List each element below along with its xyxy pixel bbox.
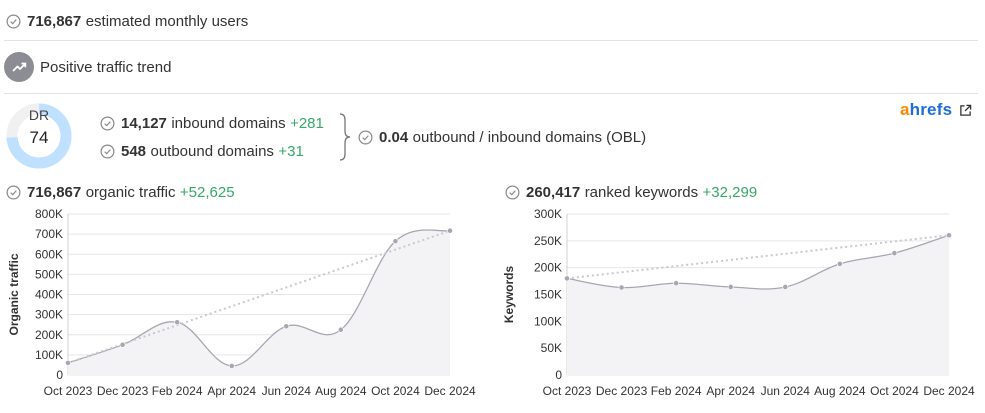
data-point[interactable] bbox=[673, 280, 680, 287]
organic-traffic-row: 716,867 organic traffic +52,625 bbox=[6, 183, 235, 201]
divider bbox=[4, 93, 978, 94]
obl-row: 0.04 outbound / inbound domains (OBL) bbox=[358, 128, 646, 146]
inbound-domains-value: 14,127 bbox=[121, 114, 167, 132]
x-tick-label: Dec 2024 bbox=[923, 384, 975, 398]
organic-traffic-label: organic traffic bbox=[85, 183, 176, 201]
keywords-chart: 0 50K 100K 150K 200K 250K 300K Oct 2023 Dec 2023… bbox=[502, 207, 975, 398]
y-tick-label: 500K bbox=[35, 267, 63, 281]
monthly-users-label: estimated monthly users bbox=[85, 12, 249, 30]
y-tick-label: 800K bbox=[35, 207, 63, 221]
y-tick-label: 300K bbox=[35, 308, 63, 322]
trend-line bbox=[566, 234, 950, 280]
y-tick-label: 700K bbox=[35, 227, 63, 241]
data-point[interactable] bbox=[283, 323, 290, 330]
trend-up-icon bbox=[4, 52, 34, 82]
x-tick-label: Aug 2024 bbox=[814, 384, 866, 398]
data-point[interactable] bbox=[228, 363, 235, 369]
x-tick-label: Dec 2023 bbox=[596, 384, 648, 398]
organic-traffic-delta: +52,625 bbox=[179, 183, 235, 201]
y-tick-label: 50K bbox=[541, 341, 562, 355]
y-tick-label: 400K bbox=[35, 288, 63, 302]
ahrefs-logo-rest: hrefs bbox=[909, 100, 953, 119]
organic-traffic-value: 716,867 bbox=[27, 183, 82, 201]
check-circle-icon bbox=[100, 116, 115, 130]
outbound-domains-delta: +31 bbox=[278, 142, 304, 160]
data-point[interactable] bbox=[447, 227, 453, 234]
obl-label: outbound / inbound domains (OBL) bbox=[412, 128, 647, 146]
data-point[interactable] bbox=[65, 360, 71, 366]
y-tick-label: 250K bbox=[534, 234, 562, 248]
data-point[interactable] bbox=[618, 284, 625, 291]
data-point[interactable] bbox=[564, 275, 570, 282]
data-point[interactable] bbox=[392, 238, 399, 245]
y-tick-label: 100K bbox=[35, 348, 63, 362]
data-point[interactable] bbox=[337, 326, 344, 333]
y-tick-label: 0 bbox=[56, 368, 63, 382]
ranked-keywords-value: 260,417 bbox=[526, 183, 581, 201]
organic-traffic-chart: 0 100K 200K 300K 400K 500K 600K 700K 800K Oct 202… bbox=[7, 207, 476, 398]
x-tick-label: Aug 2024 bbox=[315, 384, 367, 398]
data-point[interactable] bbox=[891, 250, 898, 257]
x-tick-label: Oct 2023 bbox=[543, 384, 592, 398]
ranked-keywords-delta: +32,299 bbox=[702, 183, 758, 201]
x-tick-label: Jun 2024 bbox=[761, 384, 811, 398]
x-tick-label: Oct 2024 bbox=[371, 384, 420, 398]
check-circle-icon bbox=[6, 14, 21, 28]
domain-rating-donut: DR 74 bbox=[6, 103, 72, 169]
outbound-domains-row: 548 outbound domains +31 bbox=[100, 142, 304, 160]
divider bbox=[4, 40, 978, 41]
outbound-domains-label: outbound domains bbox=[150, 142, 274, 160]
y-tick-label: 200K bbox=[35, 328, 63, 342]
ranked-keywords-row: 260,417 ranked keywords +32,299 bbox=[505, 183, 757, 201]
domain-rating-label: DR bbox=[28, 107, 50, 123]
monthly-users-value: 716,867 bbox=[27, 12, 82, 30]
y-axis-title: Organic traffic bbox=[7, 253, 21, 335]
ranked-keywords-label: ranked keywords bbox=[584, 183, 699, 201]
x-tick-label: Dec 2023 bbox=[97, 384, 149, 398]
y-tick-label: 150K bbox=[534, 288, 562, 302]
domain-rating-value: 74 bbox=[29, 128, 49, 147]
check-circle-icon bbox=[358, 130, 373, 144]
x-tick-label: Apr 2024 bbox=[207, 384, 256, 398]
inbound-domains-row: 14,127 inbound domains +281 bbox=[100, 114, 324, 132]
x-tick-label: Jun 2024 bbox=[262, 384, 312, 398]
check-circle-icon bbox=[505, 185, 520, 199]
y-tick-label: 100K bbox=[534, 314, 562, 328]
data-point[interactable] bbox=[727, 284, 734, 290]
data-point[interactable] bbox=[174, 319, 181, 326]
data-point[interactable] bbox=[782, 284, 789, 290]
check-circle-icon bbox=[6, 185, 21, 199]
series-line bbox=[566, 234, 950, 290]
x-tick-label: Oct 2023 bbox=[44, 384, 93, 398]
x-tick-label: Dec 2024 bbox=[424, 384, 476, 398]
x-tick-label: Oct 2024 bbox=[870, 384, 919, 398]
y-tick-label: 0 bbox=[555, 368, 562, 382]
x-tick-label: Feb 2024 bbox=[152, 384, 203, 398]
y-tick-label: 600K bbox=[35, 247, 63, 261]
data-point[interactable] bbox=[119, 341, 126, 348]
outbound-domains-value: 548 bbox=[121, 142, 147, 160]
curly-brace bbox=[339, 113, 351, 161]
y-tick-label: 200K bbox=[534, 261, 562, 275]
monthly-users-row: 716,867 estimated monthly users bbox=[6, 12, 248, 30]
series-area bbox=[68, 229, 450, 375]
inbound-domains-label: inbound domains bbox=[171, 114, 286, 132]
traffic-trend-label: Positive traffic trend bbox=[40, 58, 172, 76]
series-area bbox=[567, 235, 949, 375]
data-point[interactable] bbox=[946, 232, 952, 239]
traffic-trend-row: Positive traffic trend bbox=[4, 52, 171, 82]
inbound-domains-delta: +281 bbox=[290, 114, 324, 132]
y-tick-label: 300K bbox=[534, 207, 562, 221]
y-axis-title: Keywords bbox=[502, 266, 516, 324]
data-point[interactable] bbox=[836, 261, 843, 267]
x-tick-label: Feb 2024 bbox=[651, 384, 702, 398]
x-tick-label: Apr 2024 bbox=[706, 384, 755, 398]
ahrefs-link[interactable]: a hrefs bbox=[900, 100, 972, 120]
ahrefs-logo-a: a bbox=[900, 100, 910, 119]
check-circle-icon bbox=[100, 144, 115, 158]
obl-value: 0.04 bbox=[379, 128, 409, 146]
external-link-icon bbox=[960, 104, 972, 116]
trend-line bbox=[67, 229, 451, 364]
domain-rating-arc bbox=[6, 103, 72, 169]
